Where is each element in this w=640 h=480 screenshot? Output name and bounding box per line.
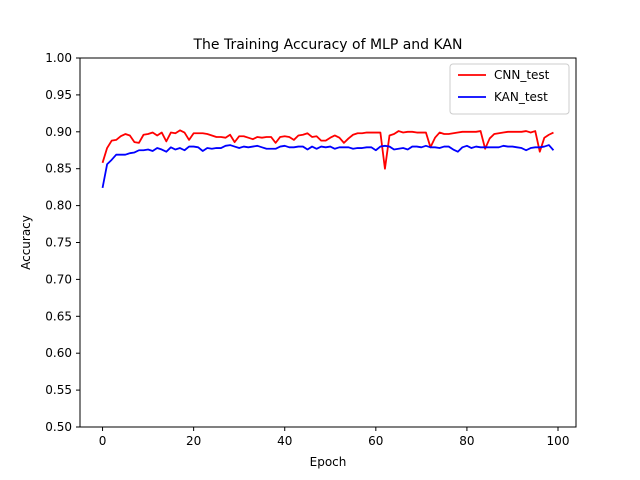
legend-label-1: KAN_test <box>494 90 548 104</box>
x-tick-label: 80 <box>459 434 474 448</box>
x-tick-label: 40 <box>277 434 292 448</box>
x-axis-ticks: 0 20 40 60 80 100 <box>99 427 570 448</box>
y-tick-label: 0.55 <box>45 383 72 397</box>
plot-area <box>101 129 555 189</box>
y-axis-ticks: 0.50 0.55 0.60 0.65 0.70 0.75 0.80 0.85 0.90 0.95… <box>45 51 80 434</box>
legend-box <box>449 63 570 115</box>
y-tick-label: 0.65 <box>45 309 72 323</box>
chart-title: The Training Accuracy of MLP and KAN <box>192 37 462 53</box>
legend-label-0: CNN_test <box>494 68 550 82</box>
y-axis-label: Accuracy <box>19 215 33 270</box>
x-axis-label: Epoch <box>310 455 347 469</box>
y-tick-label: 0.50 <box>45 420 72 434</box>
x-tick-label: 100 <box>547 434 570 448</box>
x-tick-label: 60 <box>368 434 383 448</box>
series-line-0 <box>101 129 554 170</box>
legend: CNN_test KAN_test <box>449 63 570 115</box>
y-tick-label: 0.60 <box>45 346 72 360</box>
x-tick-label: 0 <box>99 434 107 448</box>
y-tick-label: 0.70 <box>45 272 72 286</box>
y-tick-label: 0.90 <box>45 125 72 139</box>
x-tick-label: 20 <box>186 434 201 448</box>
y-tick-label: 0.80 <box>45 199 72 213</box>
y-tick-label: 0.85 <box>45 162 72 176</box>
y-tick-label: 0.95 <box>45 88 72 102</box>
y-tick-label: 1.00 <box>45 51 72 65</box>
y-tick-label: 0.75 <box>45 236 72 250</box>
series-line-1 <box>101 144 555 189</box>
